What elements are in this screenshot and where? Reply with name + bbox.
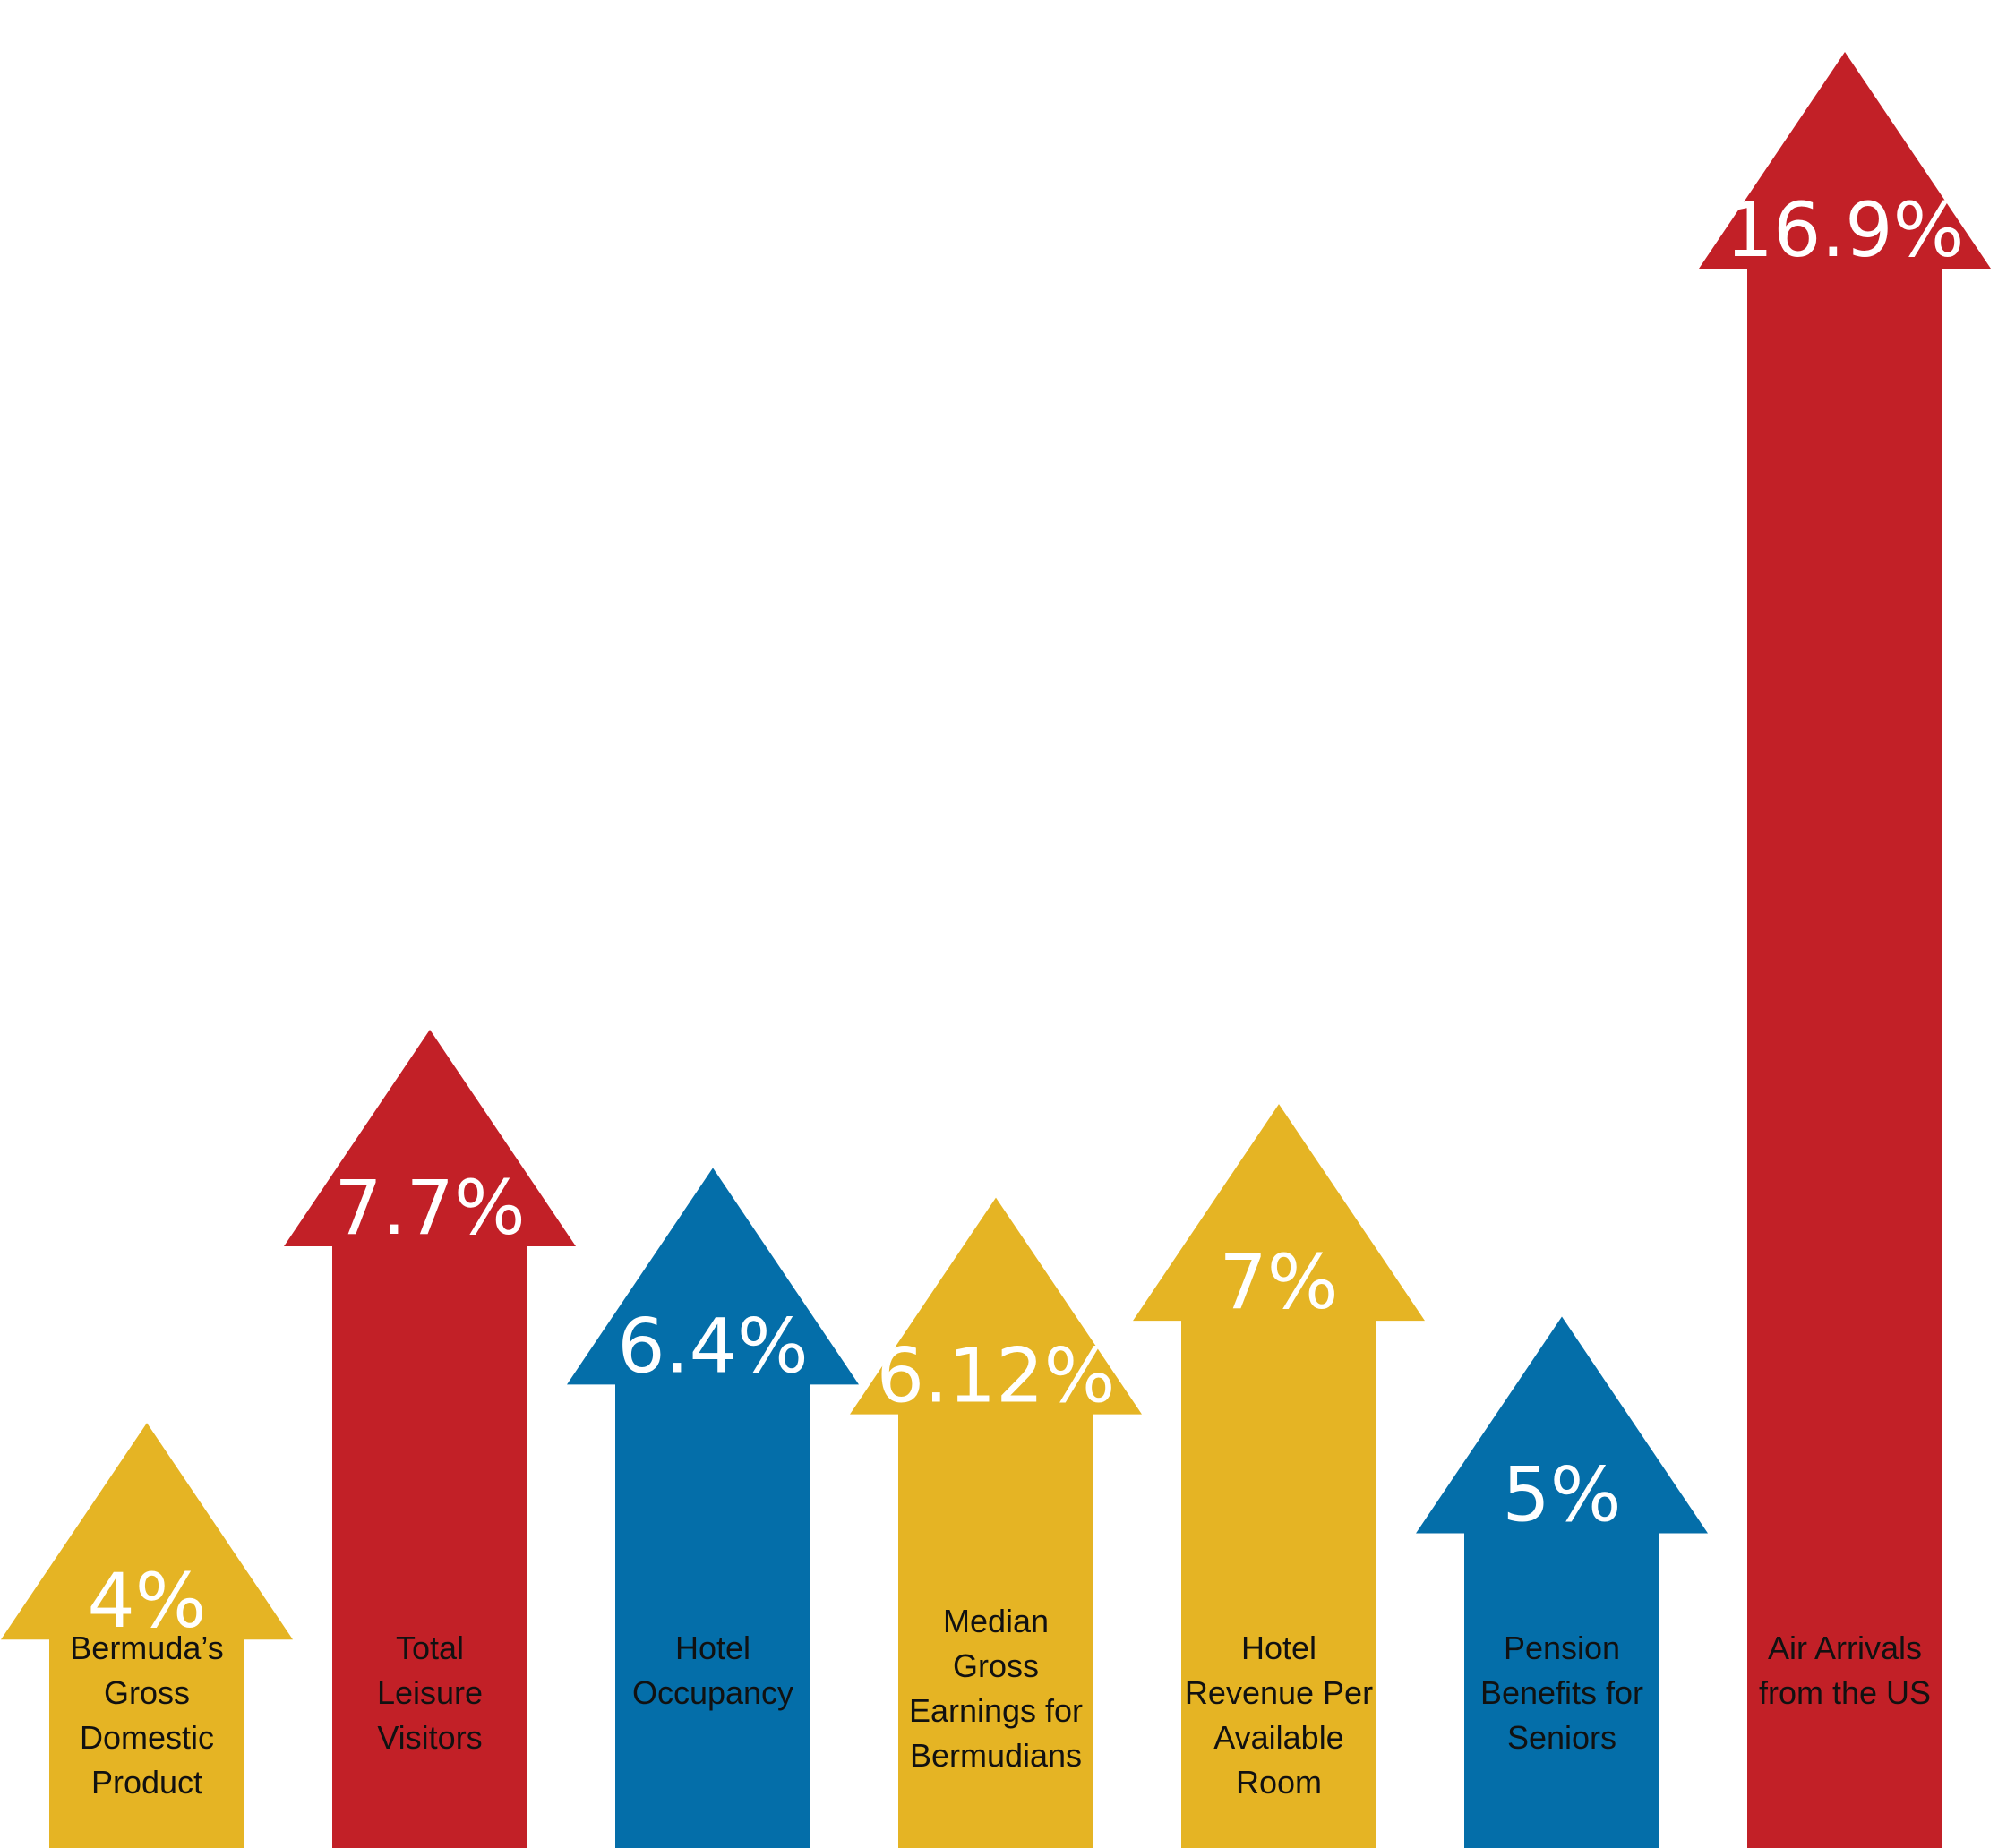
- arrow-bar-4: [850, 1197, 1142, 1848]
- value-label-3: 6.4%: [617, 1302, 808, 1390]
- value-label-2: 7.7%: [334, 1164, 525, 1252]
- arrow-bar-1: [1, 1423, 293, 1848]
- category-label-7: Air Arrivals from the US: [1759, 1630, 1931, 1711]
- category-label-line: Air Arrivals: [1768, 1630, 1922, 1666]
- value-label-7: 16.9%: [1726, 186, 1965, 274]
- category-label-line: Total: [396, 1630, 464, 1666]
- category-label-line: Pension: [1504, 1630, 1620, 1666]
- arrow-bar-5: [1133, 1104, 1425, 1848]
- category-label-line: Gross: [953, 1647, 1039, 1684]
- value-label-5: 7%: [1219, 1238, 1338, 1326]
- category-label-line: Median: [943, 1603, 1049, 1639]
- category-label-line: Visitors: [377, 1719, 482, 1756]
- value-label-1: 4%: [87, 1557, 206, 1645]
- category-label-line: Earnings for: [909, 1692, 1083, 1729]
- category-label-line: Revenue Per: [1185, 1674, 1373, 1711]
- arrow-bar-6: [1416, 1316, 1708, 1848]
- category-label-line: Bermudians: [910, 1737, 1082, 1774]
- category-label-line: Hotel: [675, 1630, 750, 1666]
- category-label-line: Gross: [104, 1674, 190, 1711]
- value-label-4: 6.12%: [877, 1332, 1116, 1420]
- category-label-line: Hotel: [1241, 1630, 1316, 1666]
- category-label-line: Domestic: [80, 1719, 214, 1756]
- category-label-line: Product: [91, 1764, 202, 1801]
- category-label-line: Occupancy: [632, 1674, 793, 1711]
- category-label-line: from the US: [1759, 1674, 1931, 1711]
- arrow-bar-7: [1699, 52, 1991, 1848]
- category-label-line: Available: [1213, 1719, 1343, 1756]
- arrow-bar-2: [284, 1030, 576, 1848]
- category-label-3: Hotel Occupancy: [632, 1630, 793, 1711]
- category-label-2: Total Leisure Visitors: [377, 1630, 483, 1756]
- category-label-1: Bermuda’s Gross Domestic Product: [70, 1630, 223, 1801]
- category-label-line: Seniors: [1507, 1719, 1616, 1756]
- category-label-4: Median Gross Earnings for Bermudians: [909, 1603, 1083, 1774]
- arrow-bar-3: [567, 1168, 859, 1848]
- category-label-6: Pension Benefits for Seniors: [1480, 1630, 1643, 1756]
- category-label-line: Room: [1236, 1764, 1322, 1801]
- value-label-6: 5%: [1502, 1451, 1621, 1539]
- category-label-line: Leisure: [377, 1674, 483, 1711]
- category-label-line: Bermuda’s: [70, 1630, 223, 1666]
- category-label-line: Benefits for: [1480, 1674, 1643, 1711]
- category-label-5: Hotel Revenue Per Available Room: [1185, 1630, 1373, 1801]
